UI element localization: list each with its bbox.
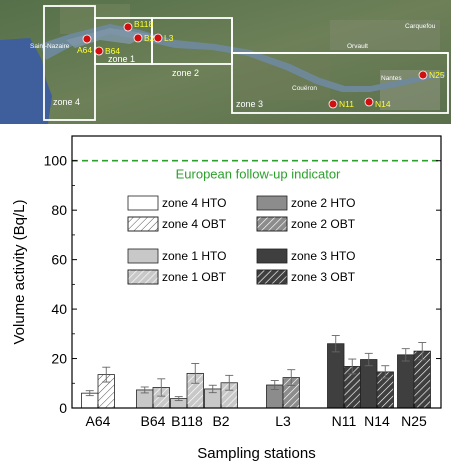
error-bar-hto-n14 bbox=[364, 352, 373, 367]
svg-text:zone 3 OBT: zone 3 OBT bbox=[291, 270, 356, 284]
chart-legend: zone 4 HTO zone 4 OBT zone 2 HTO zone 2 OBT… bbox=[127, 195, 356, 285]
error-bar-hto-n11 bbox=[331, 335, 340, 353]
svg-text:N25: N25 bbox=[429, 70, 445, 80]
zone-4-label: zone 4 bbox=[53, 97, 80, 107]
error-bar-obt-n11 bbox=[348, 358, 357, 375]
error-bar-hto-b118 bbox=[174, 396, 183, 402]
error-bar-obt-n14 bbox=[381, 365, 390, 379]
svg-text:N14: N14 bbox=[375, 99, 391, 109]
svg-text:A64: A64 bbox=[77, 45, 92, 55]
station-marker-n11: N11 bbox=[328, 99, 354, 109]
x-tick-label-b64: B64 bbox=[141, 413, 166, 429]
town-nantes: Nantes bbox=[381, 75, 402, 82]
chart-axes: A64 B64 B118 B2 L3 N11 N14 N25 0 20 40 60 80 100 bbox=[44, 135, 442, 429]
zone-3-label: zone 3 bbox=[236, 99, 263, 109]
legend-item-zone1-obt: zone 1 OBT bbox=[127, 269, 227, 285]
town-coueron: Couëron bbox=[292, 85, 317, 92]
x-tick-label-l3: L3 bbox=[275, 413, 291, 429]
station-marker-a64: A64 bbox=[77, 34, 92, 55]
town-carquefou: Carquefou bbox=[405, 23, 436, 30]
legend-item-zone2-obt: zone 2 OBT bbox=[256, 216, 356, 232]
legend-item-zone3-obt: zone 3 OBT bbox=[256, 269, 356, 285]
svg-text:L3: L3 bbox=[164, 33, 174, 43]
x-tick-label-n11: N11 bbox=[332, 413, 357, 429]
bar-obt-n11 bbox=[343, 366, 361, 409]
svg-text:zone 1 HTO: zone 1 HTO bbox=[162, 249, 226, 263]
bar-obt-b2 bbox=[220, 382, 238, 409]
bar-obt-n25 bbox=[413, 350, 431, 409]
y-axis-title: Volume activity (Bq/L) bbox=[11, 199, 28, 344]
bar-hto-n11 bbox=[327, 343, 345, 409]
error-bar-hto-a64 bbox=[85, 390, 94, 397]
bar-obt-n14 bbox=[376, 371, 394, 409]
x-axis-title: Sampling stations bbox=[197, 445, 315, 462]
error-bar-hto-n25 bbox=[401, 348, 410, 362]
x-tick-label-a64: A64 bbox=[86, 413, 111, 429]
bar-obt-l3 bbox=[282, 377, 300, 409]
error-bar-obt-b64 bbox=[157, 378, 166, 397]
town-orvault: Orvault bbox=[347, 43, 368, 50]
x-tick-label-b118: B118 bbox=[171, 413, 203, 429]
x-tick-label-n14: N14 bbox=[364, 413, 390, 429]
y-tick-label-100: 100 bbox=[44, 153, 68, 169]
town-saint-nazaire: Saint-Nazaire bbox=[30, 43, 70, 50]
error-bar-obt-b118 bbox=[191, 363, 200, 384]
svg-text:N11: N11 bbox=[339, 99, 354, 109]
svg-text:B2: B2 bbox=[144, 33, 155, 43]
bar-hto-n25 bbox=[397, 354, 415, 409]
map-land bbox=[0, 0, 451, 124]
svg-text:zone 2 HTO: zone 2 HTO bbox=[291, 196, 355, 210]
svg-text:zone 3 HTO: zone 3 HTO bbox=[291, 249, 355, 263]
error-bar-obt-a64 bbox=[102, 366, 111, 383]
station-marker-b2: B2 bbox=[133, 33, 155, 43]
plot-frame bbox=[71, 135, 442, 409]
map-sea bbox=[0, 38, 52, 124]
legend-item-zone4-hto: zone 4 HTO bbox=[127, 195, 226, 211]
y-tick-label-0: 0 bbox=[59, 400, 67, 416]
error-bar-obt-n25 bbox=[418, 342, 427, 361]
y-tick-label-40: 40 bbox=[51, 301, 67, 317]
svg-text:zone 1 OBT: zone 1 OBT bbox=[162, 270, 227, 284]
station-marker-n14: N14 bbox=[364, 97, 391, 109]
legend-item-zone3-hto: zone 3 HTO bbox=[256, 248, 355, 264]
satellite-map: zone 4 zone 1 zone 2 zone 3 Saint-Nazair… bbox=[0, 0, 451, 124]
error-bar-hto-l3 bbox=[270, 380, 279, 390]
legend-item-zone4-obt: zone 4 OBT bbox=[127, 216, 227, 232]
svg-text:zone 2 OBT: zone 2 OBT bbox=[291, 217, 356, 231]
station-marker-n25: N25 bbox=[418, 70, 445, 80]
svg-text:B64: B64 bbox=[105, 46, 120, 56]
zone-2-label: zone 2 bbox=[172, 68, 199, 78]
x-tick-label-n25: N25 bbox=[401, 413, 427, 429]
bar-obt-a64 bbox=[97, 374, 115, 409]
error-bar-hto-b2 bbox=[208, 384, 217, 394]
station-marker-b64: B64 bbox=[94, 46, 120, 56]
legend-item-zone2-hto: zone 2 HTO bbox=[256, 195, 355, 211]
error-bar-obt-b2 bbox=[225, 374, 234, 391]
y-tick-label-80: 80 bbox=[51, 202, 67, 218]
legend-item-zone1-hto: zone 1 HTO bbox=[127, 248, 226, 264]
y-tick-label-20: 20 bbox=[51, 351, 67, 367]
station-marker-b118: B118 bbox=[123, 19, 153, 32]
svg-text:zone 4 HTO: zone 4 HTO bbox=[162, 196, 226, 210]
bar-hto-n14 bbox=[360, 359, 378, 409]
station-marker-l3: L3 bbox=[153, 33, 174, 43]
plot-area bbox=[72, 159, 441, 409]
x-tick-label-b2: B2 bbox=[212, 413, 229, 429]
zone-1-label: zone 1 bbox=[108, 54, 135, 64]
error-bar-hto-b64 bbox=[140, 386, 149, 394]
error-bar-obt-l3 bbox=[287, 369, 296, 386]
y-tick-label-60: 60 bbox=[51, 252, 67, 268]
svg-text:B118: B118 bbox=[134, 19, 153, 29]
svg-text:zone 4 OBT: zone 4 OBT bbox=[162, 217, 227, 231]
volume-activity-chart: A64 B64 B118 B2 L3 N11 N14 N25 0 20 40 60 80 100 zone… bbox=[11, 135, 442, 462]
reference-line-label: European follow-up indicator bbox=[176, 167, 341, 182]
